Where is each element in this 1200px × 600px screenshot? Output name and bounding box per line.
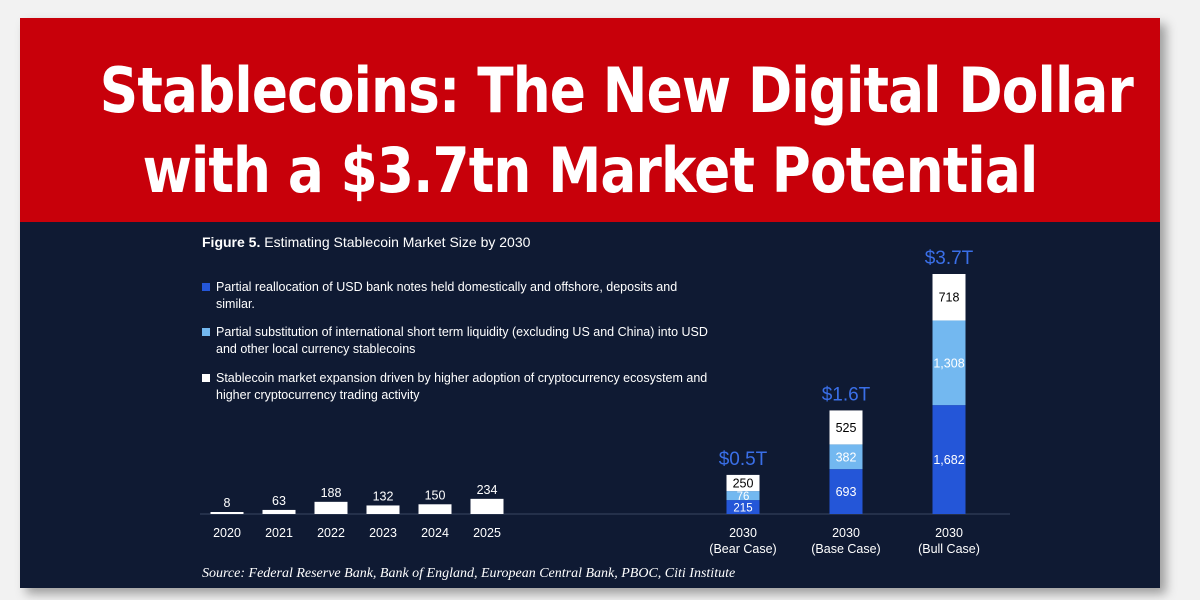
segment-label-2-0: 1,682 [933, 453, 964, 467]
bar-segment-2-0 [932, 405, 966, 514]
segment-label-2-1: 1,308 [933, 356, 964, 370]
bar-segment-1-1 [829, 444, 863, 470]
legend-text: Partial reallocation of USD bank notes h… [216, 280, 678, 311]
legend-text: Partial substitution of international sh… [216, 325, 708, 356]
headline-line-1: Stablecoins: The New Digital Dollar [99, 54, 1134, 127]
headline-banner: Stablecoins: The New Digital Dollar with… [20, 18, 1160, 222]
bar-segment-0-1 [726, 491, 760, 501]
x-tick-label-2022: 2022 [317, 526, 345, 540]
x-tick-label-2024: 2024 [421, 526, 449, 540]
data-label-2024: 150 [425, 488, 446, 502]
bar-2025 [470, 498, 504, 514]
legend-swatch-light-blue [202, 328, 210, 336]
data-label-2023: 132 [373, 489, 394, 503]
segment-label-0-0: 215 [733, 503, 752, 515]
segment-label-1-2: 525 [836, 421, 857, 435]
total-label-0: $0.5T [719, 449, 768, 470]
x-tick-sublabel-0: (Bear Case) [709, 542, 776, 556]
x-tick-label-2020: 2020 [213, 526, 241, 540]
x-tick-label-0: 2030 [729, 526, 757, 540]
figure-label: Figure 5. [202, 234, 261, 250]
data-label-2025: 234 [477, 483, 498, 497]
bar-2021 [262, 509, 296, 514]
figure-title: Figure 5. Estimating Stablecoin Market S… [202, 234, 530, 250]
segment-label-2-2: 718 [939, 291, 960, 305]
x-tick-sublabel-1: (Base Case) [811, 542, 880, 556]
segment-label-1-1: 382 [836, 450, 857, 464]
bar-2022 [314, 501, 348, 514]
total-label-1: $1.6T [822, 384, 871, 405]
bar-segment-0-0 [726, 500, 760, 514]
figure-card: Stablecoins: The New Digital Dollar with… [20, 18, 1160, 588]
data-label-2021: 63 [272, 494, 286, 508]
x-tick-label-2025: 2025 [473, 526, 501, 540]
bar-segment-1-0 [829, 469, 863, 514]
bar-2023 [366, 505, 400, 514]
x-tick-label-1: 2030 [832, 526, 860, 540]
bar-segment-1-2 [829, 410, 863, 445]
bar-segment-2-2 [932, 274, 966, 321]
data-label-2022: 188 [321, 486, 342, 500]
data-label-2020: 8 [224, 496, 231, 510]
segment-label-0-2: 250 [733, 476, 754, 490]
headline-line-2: with a $3.7tn Market Potential [142, 134, 1039, 207]
x-tick-label-2021: 2021 [265, 526, 293, 540]
bar-segment-2-1 [932, 320, 966, 406]
x-tick-label-2023: 2023 [369, 526, 397, 540]
legend-swatch-blue [202, 283, 210, 291]
x-tick-sublabel-2: (Bull Case) [918, 542, 980, 556]
source-note: Source: Federal Reserve Bank, Bank of En… [202, 566, 736, 581]
bar-segment-0-2 [726, 474, 760, 492]
bar-2024 [418, 504, 452, 514]
segment-label-1-0: 693 [836, 485, 857, 499]
total-label-2: $3.7T [925, 248, 974, 269]
legend-swatch-white [202, 374, 210, 382]
figure-title-text: Estimating Stablecoin Market Size by 203… [264, 234, 531, 250]
x-tick-label-2: 2030 [935, 526, 963, 540]
segment-label-0-1: 76 [737, 491, 750, 503]
bar-chart: 8 2020 63 2021 188 2022 132 2023 150 2024 234 2025 2… [200, 248, 1010, 556]
legend-text: Stablecoin market expansion driven by hi… [216, 371, 708, 402]
bar-2020 [210, 512, 244, 514]
